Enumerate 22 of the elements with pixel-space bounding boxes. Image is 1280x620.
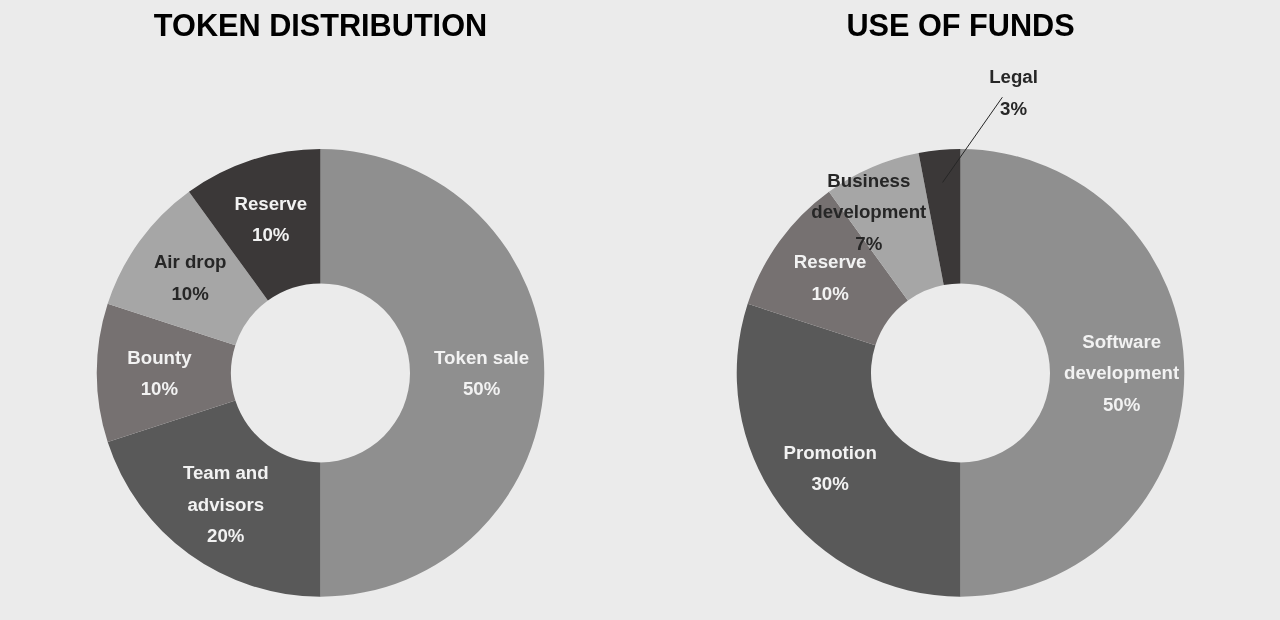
slice-label: Reserve [234,192,308,214]
slice-label: Team and advisors [182,462,269,515]
slice-label: Air drop [153,251,227,273]
data-label: 10% [252,224,290,245]
chart-title: TOKEN DISTRIBUTION [153,7,488,42]
slice-label: Bounty [127,346,193,368]
data-label: 50% [1102,393,1141,415]
slice-label: Legal [989,66,1038,88]
data-label: 10% [171,282,210,304]
data-label: 50% [462,378,501,400]
data-label: 7% [855,232,883,254]
slice-label: Promotion [783,441,877,463]
slice-label: Software development [1064,330,1180,384]
slice-label: Reserve [793,251,867,273]
data-label: 20% [207,525,245,547]
data-label: 3% [1000,97,1028,119]
chart-title: USE OF FUNDS [846,7,1075,42]
slice-label: Token sale [434,346,530,368]
slice-label: Business development [811,169,927,223]
data-label: 30% [811,473,850,495]
data-label: 10% [811,282,850,304]
data-label: 10% [140,378,179,400]
